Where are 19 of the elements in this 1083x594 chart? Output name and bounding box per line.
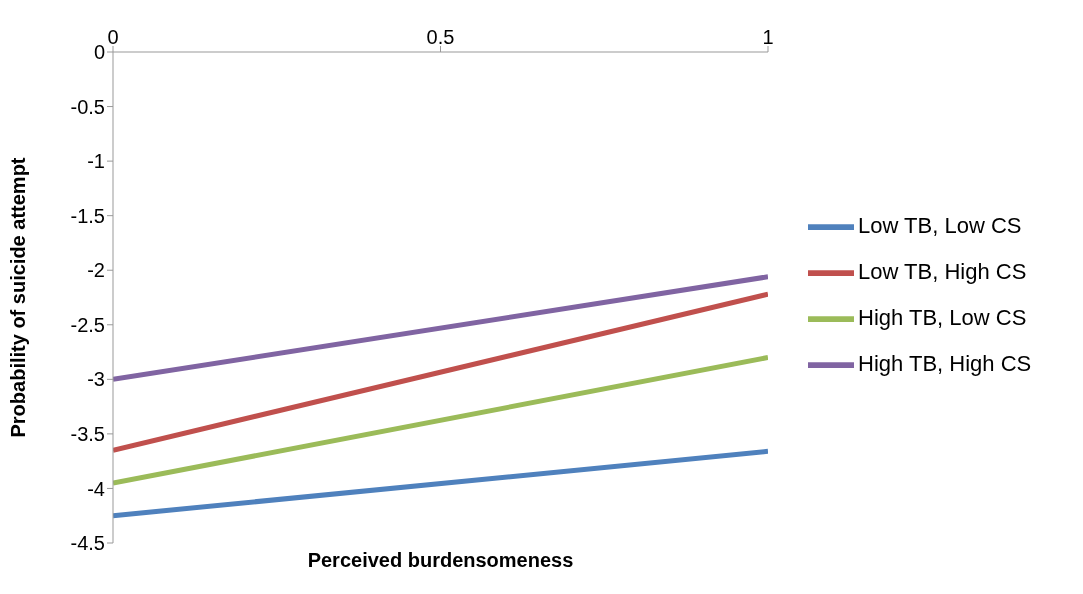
x-tick-label: 0.5 — [426, 26, 455, 48]
legend-label: Low TB, Low CS — [858, 212, 1022, 238]
y-tick-label: -3 — [87, 368, 105, 391]
legend-label: High TB, Low CS — [858, 304, 1027, 330]
y-tick-label: 0 — [93, 41, 105, 64]
y-tick-label: -4.5 — [70, 532, 105, 555]
x-tick-label: 0 — [107, 26, 119, 48]
legend-label: Low TB, High CS — [858, 258, 1027, 284]
y-tick-label: -4 — [87, 477, 105, 500]
x-axis-title: Perceived burdensomeness — [306, 549, 575, 572]
y-axis-title: Probability of suicide attempt — [7, 157, 30, 438]
legend-label: High TB, High CS — [858, 350, 1032, 376]
y-tick-label: -1.5 — [70, 204, 105, 227]
y-tick-label: -2 — [87, 259, 105, 282]
y-tick-label: -3.5 — [70, 422, 105, 445]
y-tick-label: -2.5 — [70, 313, 105, 336]
y-tick-label: -0.5 — [70, 95, 105, 118]
y-tick-label: -1 — [87, 150, 105, 173]
x-tick-label: 1 — [762, 26, 774, 48]
